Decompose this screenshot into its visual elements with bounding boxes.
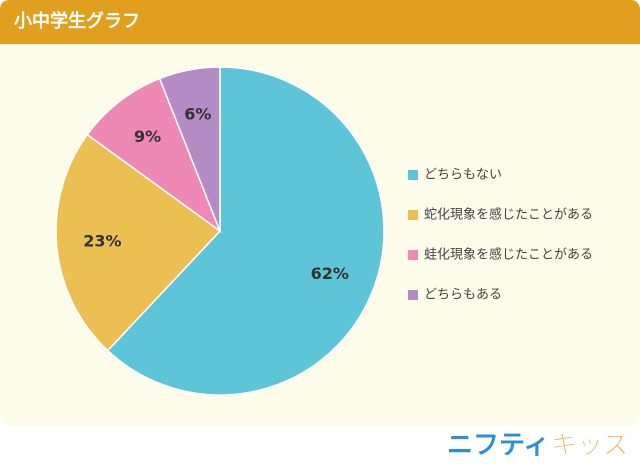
legend-swatch — [408, 290, 418, 300]
pie-slice — [55, 133, 222, 352]
slice-label: 9% — [134, 127, 161, 146]
logo-part2: キッズ — [551, 430, 629, 461]
pie-slice — [158, 66, 221, 232]
legend-label: 蛇化現象を感じたことがある — [424, 207, 593, 223]
legend-label: 蛙化現象を感じたことがある — [424, 247, 593, 263]
legend-label: どちらもある — [424, 288, 502, 303]
legend-swatch — [408, 210, 418, 220]
slice-label: 23% — [83, 232, 121, 251]
slice-label: 62% — [311, 264, 349, 283]
legend-swatch — [408, 170, 418, 180]
logo-part1: ニフティ — [447, 431, 549, 461]
header-title: 小中学生グラフ — [14, 10, 140, 32]
legend-label: どちらもない — [424, 168, 502, 183]
header-bar — [0, 0, 640, 44]
pie-slice — [106, 66, 385, 396]
legend-swatch — [408, 250, 418, 260]
slice-label: 6% — [184, 105, 211, 124]
pie-slice — [86, 77, 222, 234]
